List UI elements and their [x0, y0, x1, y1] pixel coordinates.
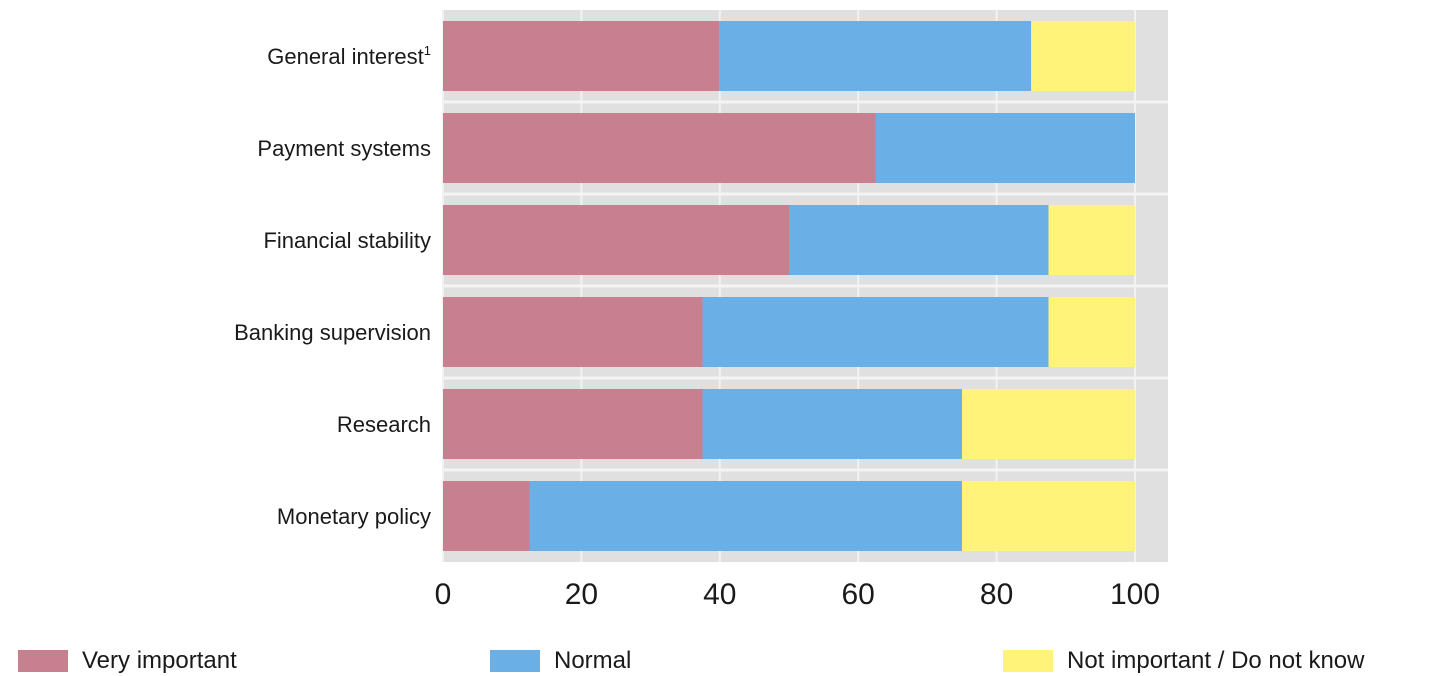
- bar-segment: [1031, 21, 1135, 91]
- bar-segment: [529, 481, 962, 551]
- bar-segment: [702, 389, 962, 459]
- legend-swatch: [490, 650, 540, 672]
- category-labels: General interest1 Payment systems Financia…: [234, 43, 431, 529]
- footnote-marker: 1: [424, 43, 431, 58]
- category-label: Monetary policy: [277, 504, 431, 529]
- bar-segment: [443, 389, 703, 459]
- legend-item-normal: Normal: [490, 646, 631, 676]
- category-label: General interest1: [267, 43, 431, 69]
- x-tick-label: 60: [842, 578, 875, 611]
- bar-segment: [443, 21, 720, 91]
- bar-segment: [443, 113, 876, 183]
- x-axis-ticks: 0 20 40 60 80 100: [435, 578, 1160, 611]
- legend-label: Normal: [554, 647, 632, 674]
- x-tick-label: 20: [565, 578, 598, 611]
- legend-swatch: [18, 650, 68, 672]
- stacked-bar-chart: General interest1 Payment systems Financia…: [234, 10, 1168, 611]
- category-label: Research: [337, 412, 431, 437]
- category-label: Payment systems: [257, 136, 431, 161]
- category-label: Financial stability: [263, 228, 431, 253]
- category-label: Banking supervision: [234, 320, 431, 345]
- bar-segment: [719, 21, 1032, 91]
- bar-segment: [1048, 205, 1135, 275]
- bar-segment: [1048, 297, 1135, 367]
- x-tick-label: 40: [703, 578, 736, 611]
- legend-item-not-important: Not important / Do not know: [1003, 646, 1364, 676]
- bar-segment: [443, 297, 703, 367]
- bar-segment: [789, 205, 1049, 275]
- bar-segment: [962, 481, 1135, 551]
- bar-segment: [443, 205, 789, 275]
- legend-swatch: [1003, 650, 1053, 672]
- legend-item-very-important: Very important: [18, 646, 237, 676]
- x-tick-label: 0: [435, 578, 452, 611]
- x-tick-label: 100: [1110, 578, 1160, 611]
- bar-segment: [875, 113, 1135, 183]
- x-tick-label: 80: [980, 578, 1013, 611]
- legend-label: Very important: [82, 647, 237, 674]
- bar-segment: [702, 297, 1049, 367]
- bar-segment: [962, 389, 1135, 459]
- legend-label: Not important / Do not know: [1067, 647, 1365, 674]
- bars: [443, 21, 1135, 551]
- gridlines: [442, 10, 1168, 562]
- bar-segment: [443, 481, 530, 551]
